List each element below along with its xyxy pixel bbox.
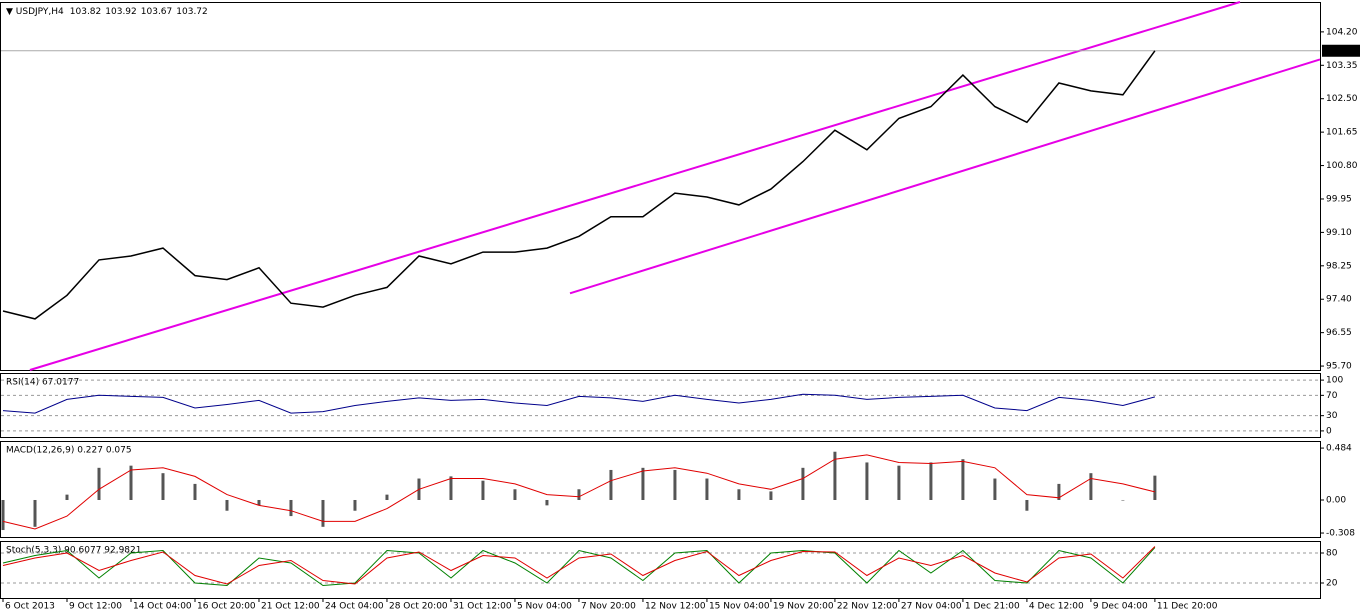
histogram-bar bbox=[225, 499, 229, 511]
stoch-panel bbox=[0, 541, 1321, 599]
y-tick-label: 0.00 bbox=[1326, 495, 1346, 505]
histogram-bar bbox=[257, 499, 261, 506]
x-tick-label: 14 Oct 04:00 bbox=[133, 602, 192, 612]
y-tick-label: 98.25 bbox=[1326, 261, 1352, 271]
x-tick-label: 12 Nov 12:00 bbox=[645, 602, 706, 612]
y-tick-label: 103.35 bbox=[1326, 61, 1358, 71]
histogram-bar bbox=[673, 469, 677, 500]
histogram-bar bbox=[705, 478, 709, 500]
macd-title: MACD(12,26,9) 0.227 0.075 bbox=[6, 446, 132, 456]
x-tick-label: 27 Nov 04:00 bbox=[901, 602, 962, 612]
price-panel bbox=[0, 2, 1321, 371]
histogram-bar bbox=[737, 489, 741, 500]
y-tick-label: 96.55 bbox=[1326, 328, 1352, 338]
x-tick-label: 7 Nov 20:00 bbox=[581, 602, 636, 612]
histogram-bar bbox=[193, 483, 197, 500]
x-tick-label: 16 Oct 20:00 bbox=[197, 602, 256, 612]
x-tick-label: 21 Oct 12:00 bbox=[261, 602, 320, 612]
histogram-bar bbox=[1121, 499, 1125, 501]
x-tick-label: 1 Dec 21:00 bbox=[965, 602, 1020, 612]
histogram-bar bbox=[577, 489, 581, 500]
histogram-bar bbox=[129, 465, 133, 500]
y-tick-label: 20 bbox=[1326, 579, 1338, 589]
series-line bbox=[2, 454, 1156, 530]
x-tick-label: 15 Nov 04:00 bbox=[709, 602, 770, 612]
histogram-bar bbox=[321, 499, 325, 527]
y-tick-label: 0.484 bbox=[1326, 444, 1352, 454]
histogram-bar bbox=[513, 489, 517, 500]
x-tick-label: 22 Nov 12:00 bbox=[837, 602, 898, 612]
histogram-bar bbox=[161, 473, 165, 500]
x-tick-label: 11 Dec 20:00 bbox=[1157, 602, 1218, 612]
x-tick-label: 9 Oct 12:00 bbox=[69, 602, 122, 612]
channel-line bbox=[569, 58, 1321, 295]
histogram-bar bbox=[993, 478, 997, 500]
y-tick-label: -0.308 bbox=[1326, 529, 1355, 539]
series-line bbox=[2, 393, 1156, 414]
y-tick-label: 80 bbox=[1326, 549, 1338, 559]
series-line bbox=[2, 547, 1156, 587]
histogram-bar bbox=[33, 499, 37, 527]
histogram-bar bbox=[833, 451, 837, 500]
histogram-bar bbox=[1057, 483, 1061, 500]
x-tick-label: 6 Oct 2013 bbox=[5, 602, 55, 612]
x-tick-label: 31 Oct 12:00 bbox=[453, 602, 512, 612]
channel-line bbox=[29, 1, 1241, 371]
y-tick-label: 104.20 bbox=[1326, 27, 1358, 37]
y-tick-label: 100 bbox=[1326, 376, 1343, 386]
y-tick-label: 95.70 bbox=[1326, 362, 1352, 372]
histogram-bar bbox=[449, 476, 453, 500]
chart-header: ▼ USDJPY,H4 103.82 103.92 103.67 103.72 bbox=[6, 7, 208, 17]
histogram-bar bbox=[481, 480, 485, 500]
stoch-title: Stoch(5,3,3) 90.6077 92.9821 bbox=[6, 546, 141, 556]
histogram-bar bbox=[1153, 475, 1157, 500]
y-tick-label: 99.10 bbox=[1326, 228, 1352, 238]
series-line bbox=[2, 546, 1156, 585]
macd-panel bbox=[0, 441, 1321, 538]
histogram-bar bbox=[769, 491, 773, 500]
histogram-bar bbox=[865, 462, 869, 500]
histogram-bar bbox=[897, 465, 901, 500]
last-price-box bbox=[1322, 44, 1360, 57]
y-tick-label: 102.50 bbox=[1326, 94, 1358, 104]
x-tick-label: 19 Nov 20:00 bbox=[773, 602, 834, 612]
histogram-bar bbox=[1089, 473, 1093, 500]
x-tick-label: 24 Oct 04:00 bbox=[325, 602, 384, 612]
y-tick-label: 70 bbox=[1326, 391, 1338, 401]
histogram-bar bbox=[97, 467, 101, 500]
histogram-bar bbox=[385, 494, 389, 500]
y-tick-label: 101.65 bbox=[1326, 128, 1358, 138]
x-tick-label: 4 Dec 12:00 bbox=[1029, 602, 1084, 612]
last-price-label: 103.72 bbox=[1325, 46, 1357, 56]
histogram-bar bbox=[65, 494, 69, 500]
y-tick-label: 0 bbox=[1326, 426, 1332, 436]
histogram-bar bbox=[961, 459, 965, 500]
rsi-title: RSI(14) 67.0177 bbox=[6, 378, 79, 388]
y-tick-label: 97.40 bbox=[1326, 295, 1352, 305]
y-tick-label: 100.80 bbox=[1326, 161, 1358, 171]
x-tick-label: 5 Nov 04:00 bbox=[517, 602, 572, 612]
histogram-bar bbox=[545, 499, 549, 506]
series-line bbox=[2, 50, 1156, 320]
histogram-bar bbox=[289, 499, 293, 517]
x-tick-label: 9 Dec 04:00 bbox=[1093, 602, 1148, 612]
y-tick-label: 30 bbox=[1326, 411, 1338, 421]
histogram-bar bbox=[641, 467, 645, 500]
x-tick-label: 28 Oct 20:00 bbox=[389, 602, 448, 612]
histogram-bar bbox=[353, 499, 357, 511]
histogram-bar bbox=[609, 469, 613, 500]
histogram-bar bbox=[929, 462, 933, 500]
histogram-bar bbox=[1025, 499, 1029, 511]
histogram-bar bbox=[801, 467, 805, 500]
histogram-bar bbox=[1, 499, 5, 531]
y-tick-label: 99.95 bbox=[1326, 194, 1352, 204]
